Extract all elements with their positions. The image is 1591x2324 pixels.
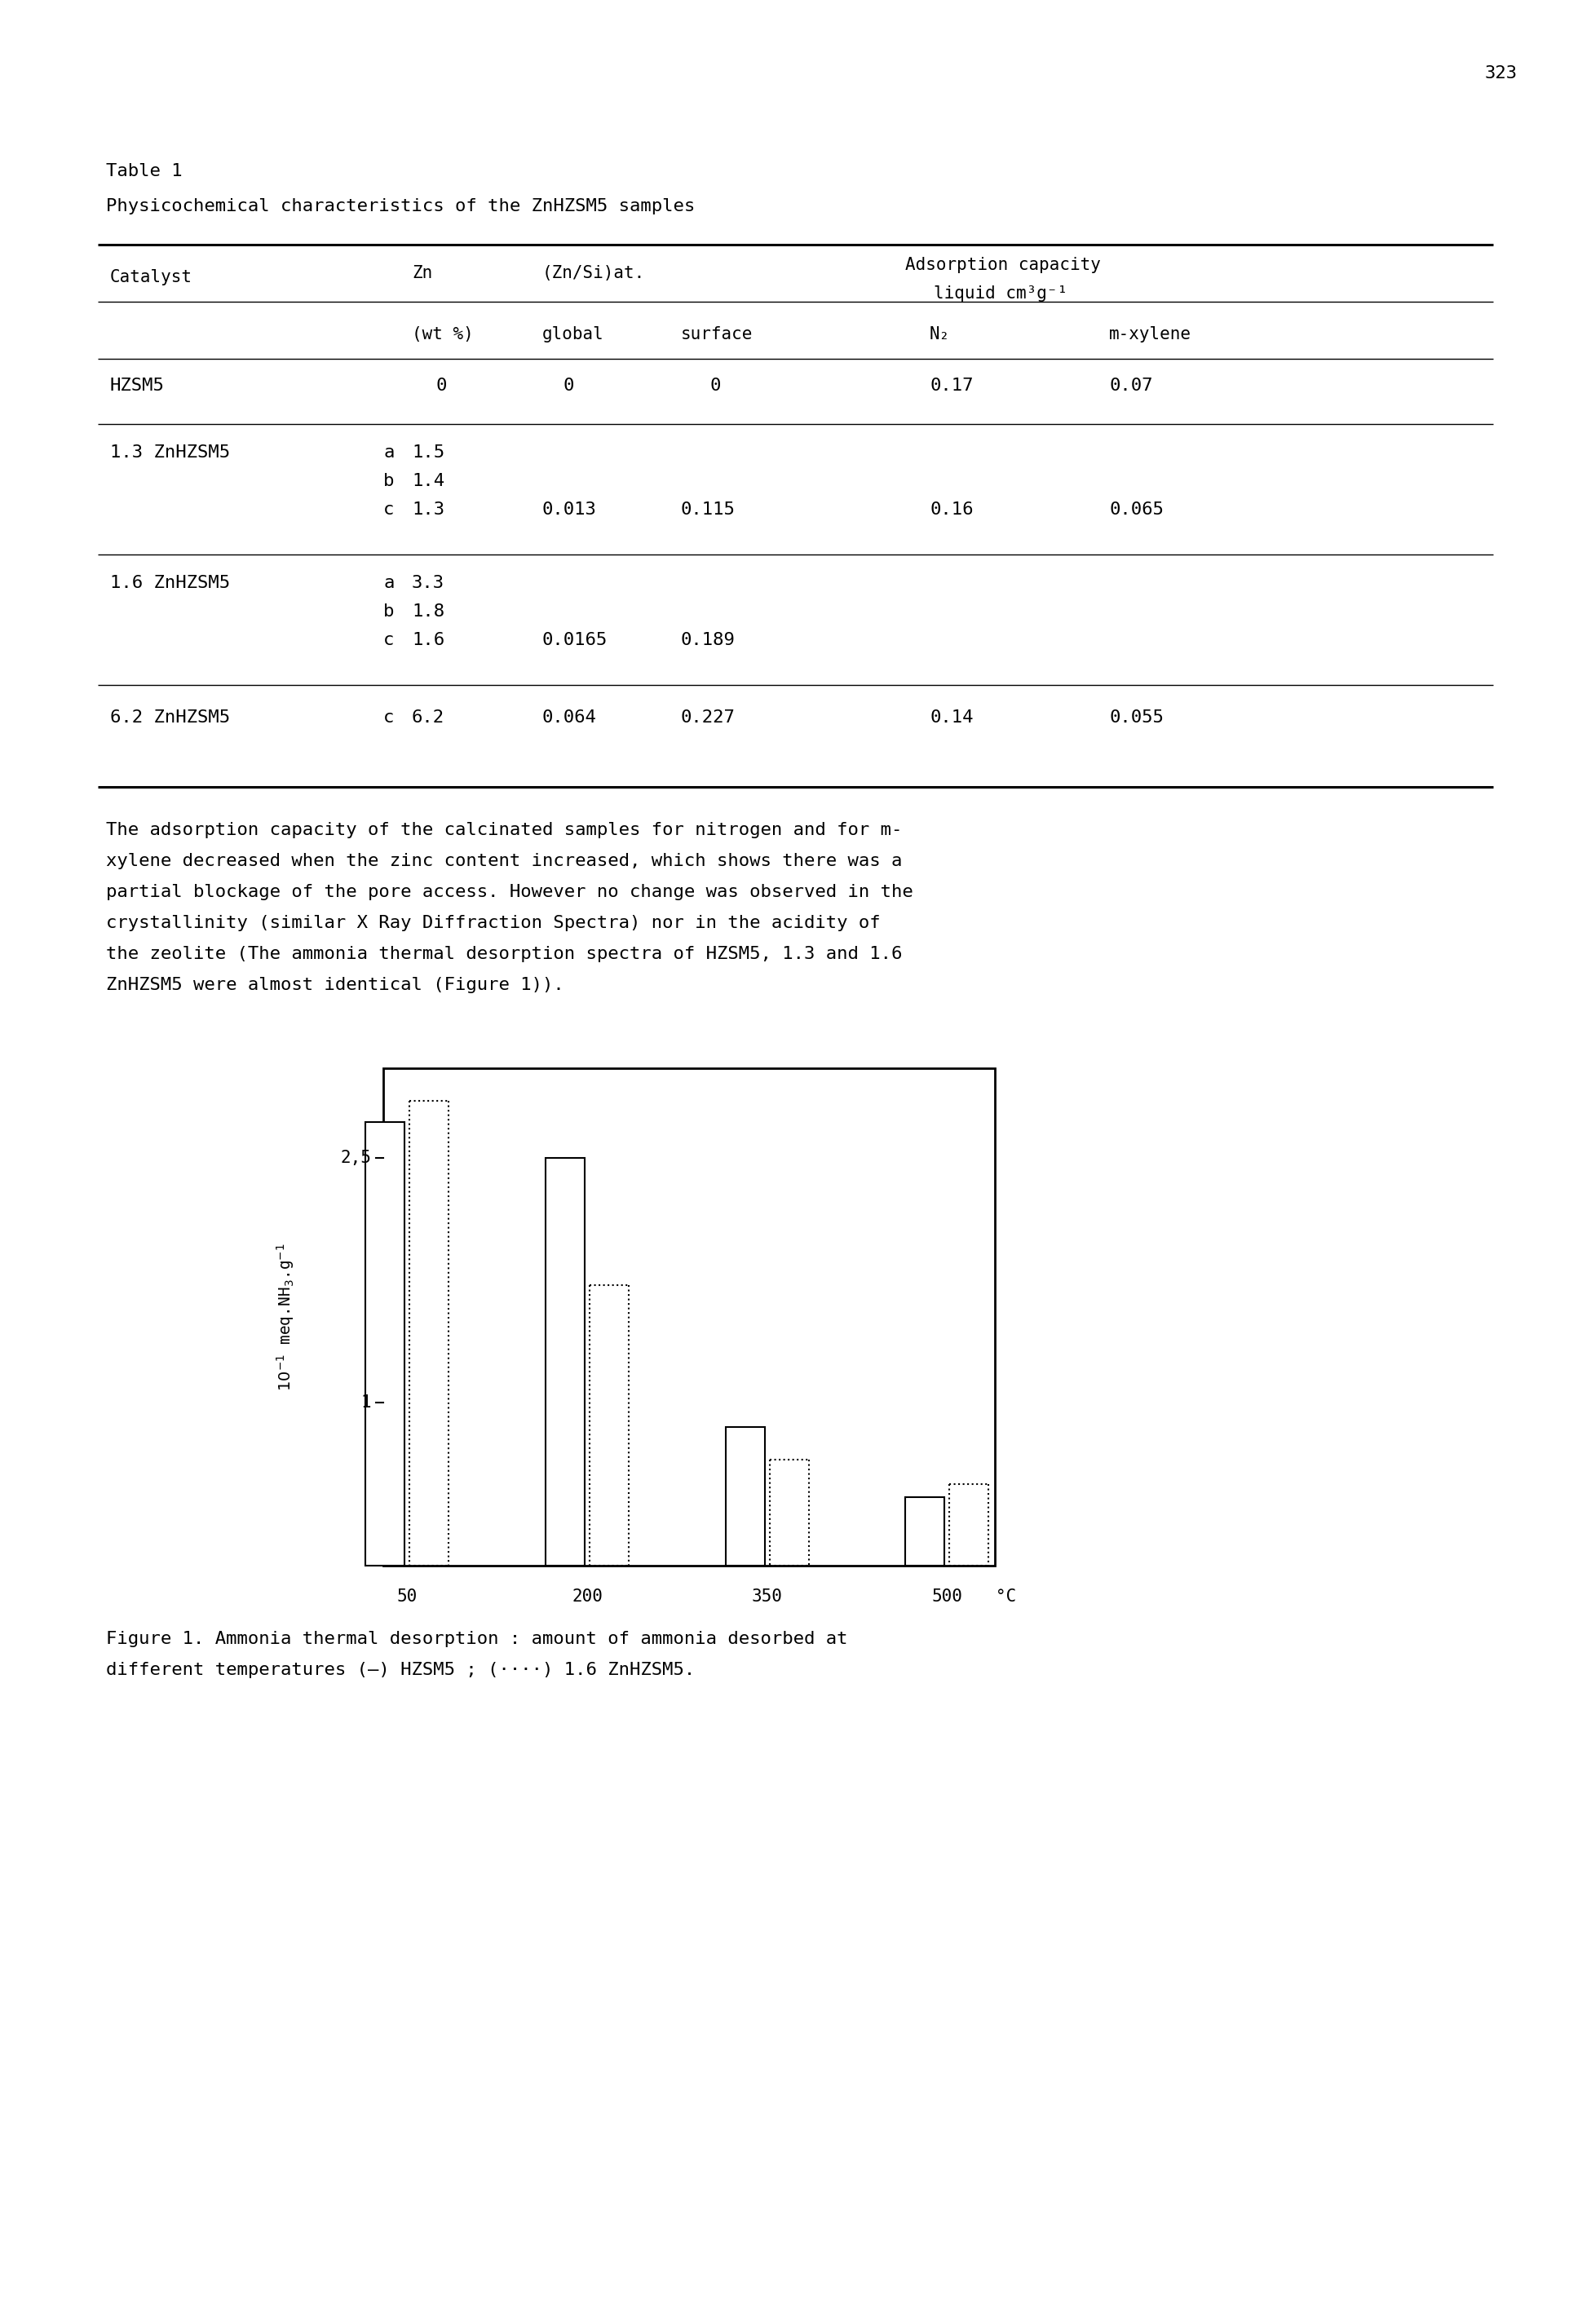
Text: 1: 1 xyxy=(361,1394,371,1411)
Text: The adsorption capacity of the calcinated samples for nitrogen and for m-: The adsorption capacity of the calcinate… xyxy=(107,823,902,839)
Text: 0.0165: 0.0165 xyxy=(543,632,608,648)
Text: 1.8: 1.8 xyxy=(412,604,444,621)
Text: 0.065: 0.065 xyxy=(1109,502,1163,518)
Polygon shape xyxy=(905,1497,945,1566)
Text: 1.5: 1.5 xyxy=(412,444,444,460)
Text: c: c xyxy=(383,502,395,518)
Text: (Zn/Si)at.: (Zn/Si)at. xyxy=(543,265,646,281)
Text: Table 1: Table 1 xyxy=(107,163,183,179)
Text: partial blockage of the pore access. However no change was observed in the: partial blockage of the pore access. How… xyxy=(107,883,913,899)
Text: c: c xyxy=(383,709,395,725)
Text: 500: 500 xyxy=(931,1590,963,1606)
Text: 1.3: 1.3 xyxy=(412,502,444,518)
Text: 0.07: 0.07 xyxy=(1109,376,1153,393)
Text: 200: 200 xyxy=(571,1590,603,1606)
Text: c: c xyxy=(383,632,395,648)
Text: 6.2 ZnHZSM5: 6.2 ZnHZSM5 xyxy=(110,709,231,725)
Text: 0.14: 0.14 xyxy=(929,709,974,725)
Text: HZSM5: HZSM5 xyxy=(110,376,164,393)
Text: 0.115: 0.115 xyxy=(681,502,735,518)
Text: Physicochemical characteristics of the ZnHZSM5 samples: Physicochemical characteristics of the Z… xyxy=(107,198,695,214)
Text: 50: 50 xyxy=(398,1590,417,1606)
Text: different temperatures (—) HZSM5 ; (····) 1.6 ZnHZSM5.: different temperatures (—) HZSM5 ; (····… xyxy=(107,1662,695,1678)
Text: b: b xyxy=(383,604,395,621)
Text: the zeolite (The ammonia thermal desorption spectra of HZSM5, 1.3 and 1.6: the zeolite (The ammonia thermal desorpt… xyxy=(107,946,902,962)
Text: 1.3 ZnHZSM5: 1.3 ZnHZSM5 xyxy=(110,444,231,460)
Polygon shape xyxy=(546,1157,585,1566)
Text: Catalyst: Catalyst xyxy=(110,270,193,286)
Text: 0.227: 0.227 xyxy=(681,709,735,725)
Text: 0: 0 xyxy=(710,376,721,393)
Text: 350: 350 xyxy=(751,1590,783,1606)
Text: $10^{-1}$ meq.NH$_3$.g$^{-1}$: $10^{-1}$ meq.NH$_3$.g$^{-1}$ xyxy=(275,1243,296,1392)
Text: liquid cm³g⁻¹: liquid cm³g⁻¹ xyxy=(934,286,1068,302)
Text: b: b xyxy=(383,474,395,490)
Text: 0.055: 0.055 xyxy=(1109,709,1163,725)
Text: 323: 323 xyxy=(1484,65,1518,81)
Text: 0.16: 0.16 xyxy=(929,502,974,518)
Text: 0.064: 0.064 xyxy=(543,709,597,725)
Text: surface: surface xyxy=(681,325,753,342)
Text: xylene decreased when the zinc content increased, which shows there was a: xylene decreased when the zinc content i… xyxy=(107,853,902,869)
Text: 6.2: 6.2 xyxy=(412,709,444,725)
Text: 1.6 ZnHZSM5: 1.6 ZnHZSM5 xyxy=(110,574,231,590)
Text: 1.6: 1.6 xyxy=(412,632,444,648)
Text: Figure 1. Ammonia thermal desorption : amount of ammonia desorbed at: Figure 1. Ammonia thermal desorption : a… xyxy=(107,1631,848,1648)
Text: 0.013: 0.013 xyxy=(543,502,597,518)
Text: Zn: Zn xyxy=(412,265,433,281)
Text: 2,5: 2,5 xyxy=(340,1150,371,1167)
Text: 0.17: 0.17 xyxy=(929,376,974,393)
Text: 1.4: 1.4 xyxy=(412,474,444,490)
Polygon shape xyxy=(366,1122,404,1566)
Text: 0.189: 0.189 xyxy=(681,632,735,648)
Text: a: a xyxy=(383,574,395,590)
Text: ZnHZSM5 were almost identical (Figure 1)).: ZnHZSM5 were almost identical (Figure 1)… xyxy=(107,976,565,992)
Text: global: global xyxy=(543,325,605,342)
Text: 3.3: 3.3 xyxy=(412,574,444,590)
Text: m-xylene: m-xylene xyxy=(1109,325,1192,342)
Text: a: a xyxy=(383,444,395,460)
Text: 0: 0 xyxy=(436,376,447,393)
Text: crystallinity (similar X Ray Diffraction Spectra) nor in the acidity of: crystallinity (similar X Ray Diffraction… xyxy=(107,916,880,932)
Text: N₂: N₂ xyxy=(929,325,950,342)
Polygon shape xyxy=(725,1427,765,1566)
Text: Adsorption capacity: Adsorption capacity xyxy=(905,258,1101,274)
Text: °C: °C xyxy=(996,1590,1017,1606)
Text: (wt %): (wt %) xyxy=(412,325,474,342)
Text: 0: 0 xyxy=(563,376,574,393)
